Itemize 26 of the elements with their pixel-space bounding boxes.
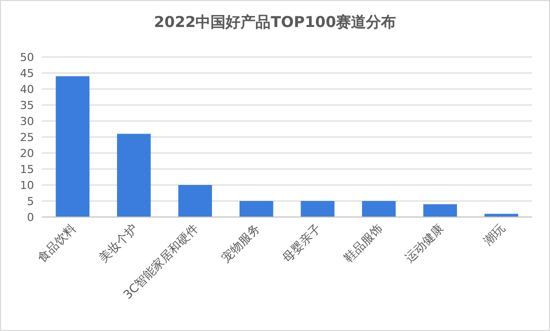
bar <box>300 201 334 217</box>
bar <box>362 201 396 217</box>
x-tick-label: 母婴亲子 <box>280 221 324 266</box>
bar <box>56 76 90 217</box>
y-tick-label: 45 <box>20 66 34 80</box>
y-tick-label: 35 <box>20 98 34 112</box>
x-tick-label: 宠物服务 <box>218 221 262 266</box>
chart-title: 2022中国好产品TOP100赛道分布 <box>154 13 396 31</box>
y-tick-label: 5 <box>27 194 34 208</box>
y-tick-label: 15 <box>20 162 34 176</box>
y-tick-label: 40 <box>20 82 34 96</box>
bar <box>423 204 457 217</box>
x-tick-label: 运动健康 <box>402 221 446 266</box>
y-tick-label: 20 <box>20 146 34 160</box>
bar <box>240 201 274 217</box>
bar <box>178 185 212 217</box>
bar <box>117 134 151 217</box>
y-tick-label: 25 <box>20 130 34 144</box>
y-tick-label: 30 <box>20 114 34 128</box>
x-tick-label: 潮玩 <box>480 221 508 248</box>
y-tick-label: 50 <box>20 50 34 64</box>
y-tick-label: 10 <box>20 178 34 192</box>
x-tick-label: 食品饮料 <box>34 221 79 266</box>
x-tick-label: 鞋品服饰 <box>341 221 385 266</box>
y-tick-label: 0 <box>27 210 34 224</box>
x-tick-label: 美妆个护 <box>96 221 140 266</box>
